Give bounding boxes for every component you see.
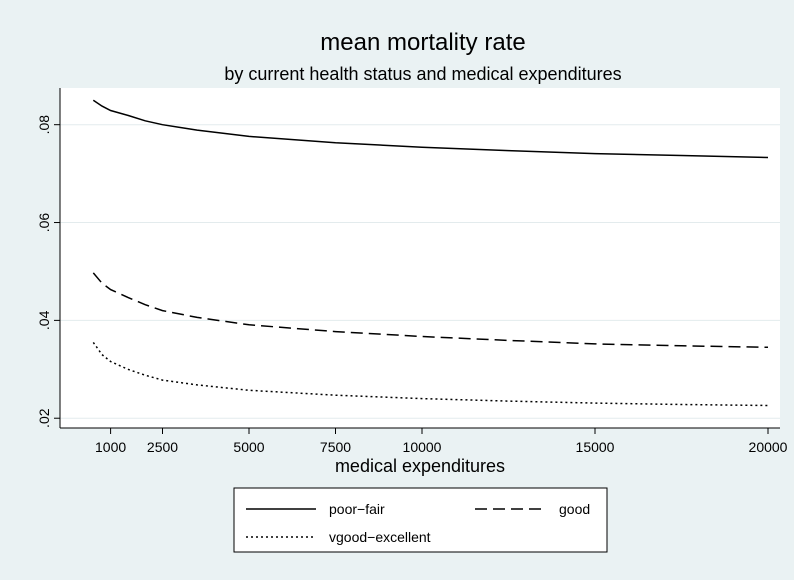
plot-area [60,88,780,428]
legend-label-2: vgood−excellent [329,529,431,545]
x-tick-label: 5000 [233,439,264,455]
x-tick-label: 10000 [403,439,442,455]
x-tick-label: 2500 [147,439,178,455]
legend-label-0: poor−fair [329,501,385,517]
x-tick-label: 7500 [320,439,351,455]
chart-subtitle: by current health status and medical exp… [224,64,621,84]
legend-label-1: good [559,501,590,517]
legend: poor−fair good vgood−excellent [234,488,607,552]
x-axis-label: medical expenditures [335,456,505,476]
y-tick-label: .04 [36,310,52,330]
y-tick-label: .08 [36,115,52,135]
y-tick-label: .02 [36,408,52,428]
chart-title: mean mortality rate [320,29,525,56]
y-tick-label: .06 [36,213,52,233]
x-tick-label: 1000 [95,439,126,455]
x-tick-label: 15000 [576,439,615,455]
x-tick-label: 20000 [749,439,788,455]
